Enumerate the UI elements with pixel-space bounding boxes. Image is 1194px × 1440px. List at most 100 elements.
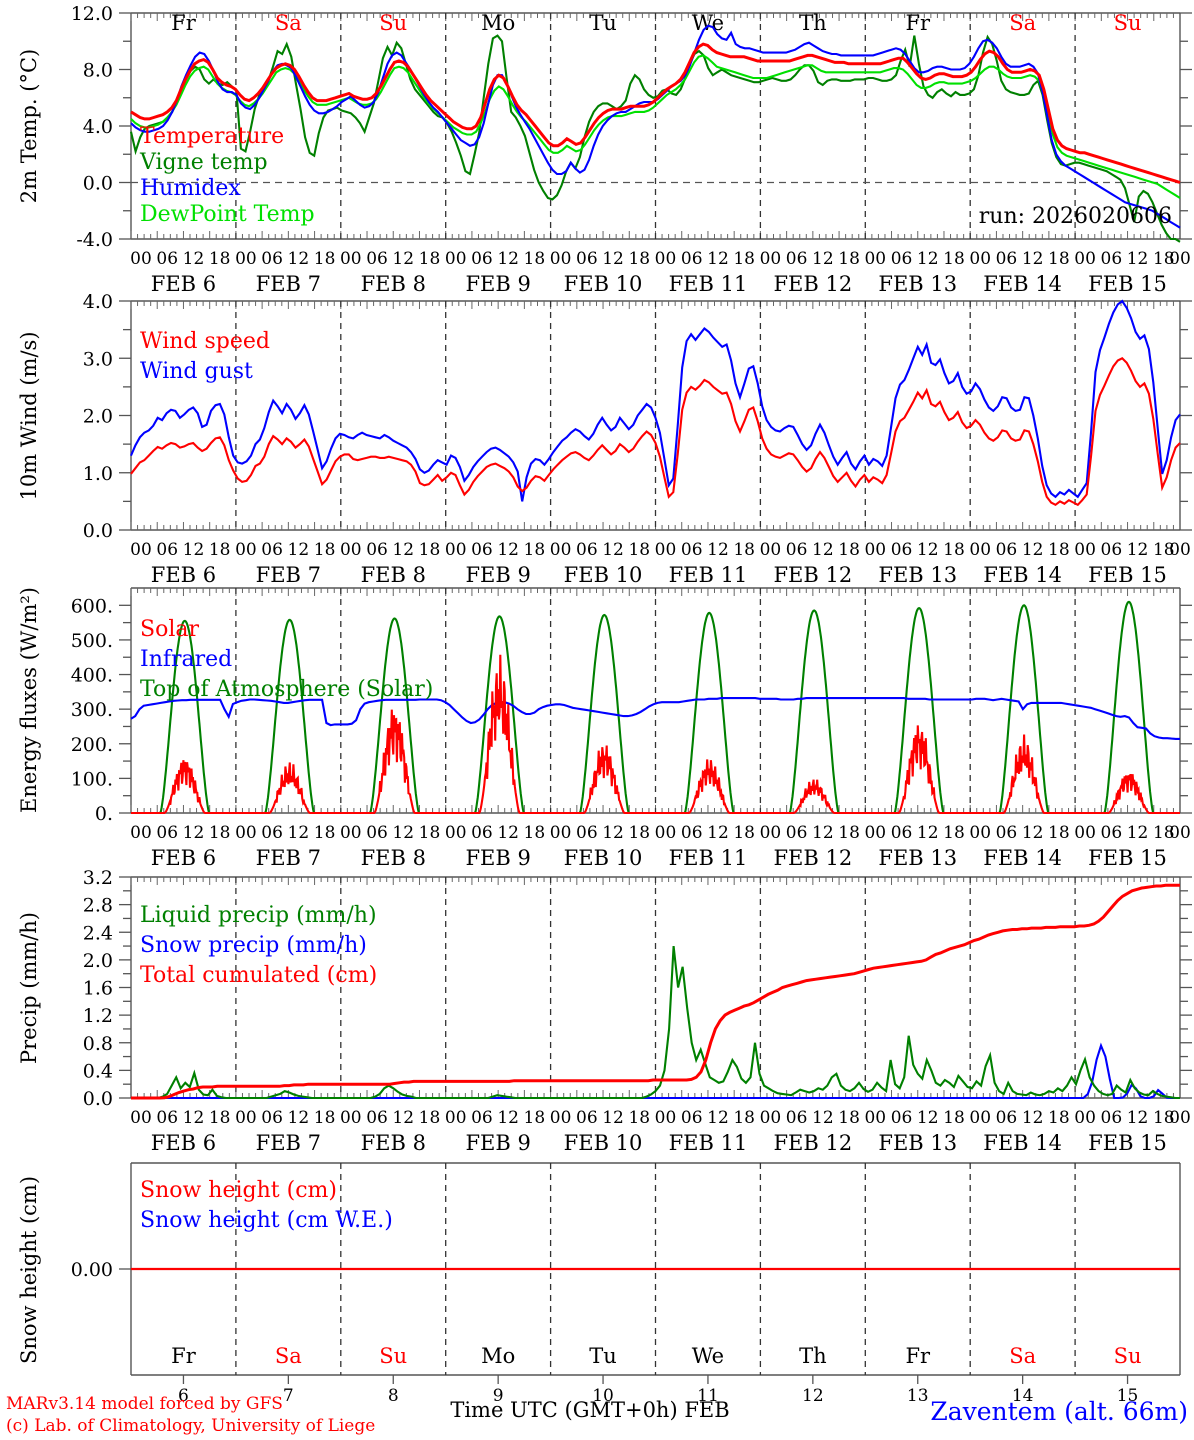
- hour-tick-label: 18: [1153, 1108, 1175, 1128]
- weekday-label: Fr: [905, 11, 931, 35]
- day-label: FEB 6: [151, 1131, 216, 1155]
- hour-tick-label: 18: [628, 540, 650, 560]
- day-label: FEB 6: [151, 563, 216, 587]
- hour-tick-label: 00: [235, 823, 257, 843]
- day-label: FEB 10: [564, 1131, 643, 1155]
- hour-tick-label: 12: [288, 823, 310, 843]
- weekday-label: We: [692, 1344, 724, 1368]
- hour-tick-label: 12: [707, 540, 729, 560]
- hour-tick-label: 06: [366, 540, 388, 560]
- series-liquid-precip: [131, 945, 1180, 1100]
- series-wind-speed: [130, 357, 1181, 507]
- hour-tick-label: 18: [838, 823, 860, 843]
- hour-tick-label: 06: [261, 540, 283, 560]
- snow-height-axis-label: Snow height (cm): [17, 1176, 41, 1364]
- legend-infrared: Infrared: [140, 647, 232, 672]
- hour-tick-label: 06: [471, 540, 493, 560]
- y-tick-label: 2.8: [83, 895, 113, 917]
- weekday-label: Sa: [1009, 11, 1036, 35]
- hour-tick-label: 12: [392, 540, 414, 560]
- hour-tick-label: 06: [156, 823, 178, 843]
- hour-tick-label: 00: [130, 540, 152, 560]
- hour-tick-label: 00: [969, 1108, 991, 1128]
- hour-tick-label: 06: [366, 1108, 388, 1128]
- hour-tick-label: 18: [943, 823, 965, 843]
- hour-tick-label: 06: [786, 823, 808, 843]
- hour-tick-label: 18: [1048, 1108, 1070, 1128]
- y-tick-label: 0.8: [83, 1033, 113, 1055]
- hour-tick-label: 12: [602, 540, 624, 560]
- hour-tick-label: 00: [1169, 540, 1191, 560]
- y-tick-label: 3.2: [83, 867, 113, 889]
- hour-tick-label: 00: [655, 249, 677, 269]
- weekday-label: Fr: [171, 1344, 197, 1368]
- y-tick-label: 100.: [71, 768, 113, 790]
- hour-tick-label: 00: [760, 1108, 782, 1128]
- hour-tick-label: 06: [786, 540, 808, 560]
- hour-tick-label: 12: [183, 823, 205, 843]
- hour-tick-label: 00: [550, 1108, 572, 1128]
- day-label: FEB 6: [151, 272, 216, 296]
- hour-tick-label: 06: [996, 540, 1018, 560]
- hour-tick-label: 12: [812, 540, 834, 560]
- hour-tick-label: 12: [917, 1108, 939, 1128]
- legend-solar: Solar: [140, 617, 199, 642]
- hour-tick-label: 18: [733, 1108, 755, 1128]
- y-tick-label: -4.0: [76, 229, 113, 251]
- y-tick-label: 0.0: [83, 520, 113, 542]
- hour-tick-label: 18: [1153, 249, 1175, 269]
- day-label: FEB 12: [773, 563, 852, 587]
- y-tick-label: 600.: [71, 595, 113, 617]
- hour-tick-label: 06: [1101, 823, 1123, 843]
- hour-tick-label: 18: [524, 249, 546, 269]
- y-tick-label: 4.0: [83, 116, 113, 138]
- temperature-axis-label: 2m Temp. (°C): [17, 49, 41, 203]
- hour-tick-label: 18: [419, 1108, 441, 1128]
- hour-tick-label: 18: [314, 540, 336, 560]
- weekday-label: Su: [379, 11, 407, 35]
- series-infrared: [130, 697, 1180, 740]
- hour-tick-label: 18: [314, 1108, 336, 1128]
- day-label: FEB 13: [878, 846, 957, 870]
- hour-tick-label: 00: [655, 540, 677, 560]
- hour-tick-label: 18: [209, 1108, 231, 1128]
- legend-toa: Top of Atmosphere (Solar): [140, 677, 433, 702]
- weekday-label: Sa: [275, 11, 302, 35]
- legend-snow-height: Snow height (cm): [140, 1178, 337, 1203]
- day-label: FEB 15: [1088, 563, 1167, 587]
- day-label: FEB 8: [361, 846, 426, 870]
- weekday-label: Mo: [481, 1344, 515, 1368]
- day-label: FEB 15: [1088, 846, 1167, 870]
- legend-3: DewPoint Temp: [140, 202, 315, 227]
- hour-tick-label: 06: [891, 1108, 913, 1128]
- hour-tick-label: 06: [891, 823, 913, 843]
- hour-tick-label: 06: [681, 823, 703, 843]
- day-label: FEB 13: [878, 1131, 957, 1155]
- day-number-label: 8: [388, 1386, 399, 1406]
- day-label: FEB 8: [361, 1131, 426, 1155]
- weekday-label: Mo: [481, 11, 515, 35]
- hour-tick-label: 18: [628, 823, 650, 843]
- hour-tick-label: 18: [1048, 540, 1070, 560]
- hour-tick-label: 18: [943, 540, 965, 560]
- hour-tick-label: 18: [733, 823, 755, 843]
- y-tick-label: 12.0: [71, 3, 113, 25]
- day-label: FEB 12: [773, 272, 852, 296]
- weekday-label: Tu: [589, 1344, 617, 1368]
- hour-tick-label: 18: [419, 249, 441, 269]
- hour-tick-label: 06: [681, 249, 703, 269]
- hour-tick-label: 12: [812, 249, 834, 269]
- y-tick-label: 1.6: [83, 978, 113, 1000]
- hour-tick-label: 06: [996, 249, 1018, 269]
- hour-tick-label: 00: [340, 1108, 362, 1128]
- hour-tick-label: 06: [576, 1108, 598, 1128]
- hour-tick-label: 12: [602, 823, 624, 843]
- day-label: FEB 10: [564, 272, 643, 296]
- hour-tick-label: 12: [917, 823, 939, 843]
- hour-tick-label: 06: [156, 1108, 178, 1128]
- hour-tick-label: 00: [969, 823, 991, 843]
- weekday-label: Su: [1114, 1344, 1142, 1368]
- hour-tick-label: 00: [864, 823, 886, 843]
